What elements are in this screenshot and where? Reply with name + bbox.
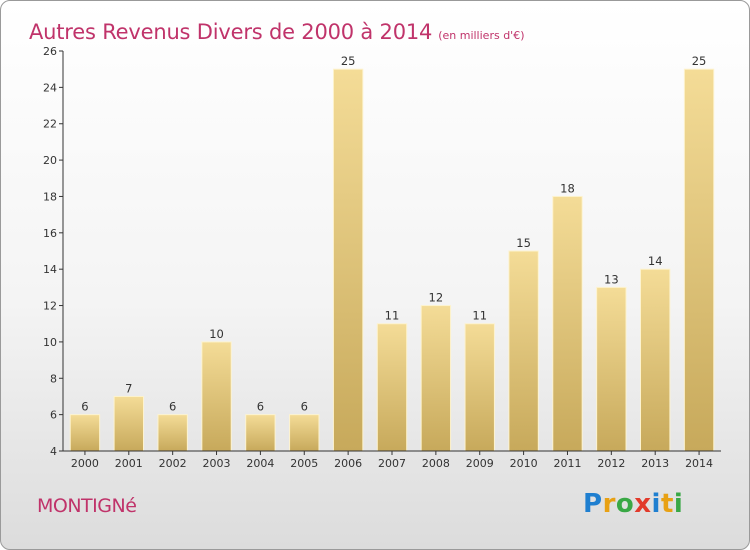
bar-value-label: 12 [429, 291, 444, 305]
bar-value-label: 6 [81, 400, 88, 414]
bars [70, 69, 714, 451]
bar [597, 287, 626, 451]
bar-value-label: 6 [257, 400, 264, 414]
bar-value-label: 13 [604, 272, 619, 286]
x-tick-label: 2012 [597, 457, 625, 470]
x-tick-label: 2008 [422, 457, 450, 470]
y-tick-label: 12 [43, 300, 57, 313]
logo-letter: i [674, 489, 683, 519]
bar [246, 415, 275, 451]
x-tick-label: 2013 [641, 457, 669, 470]
bar-value-label: 25 [692, 54, 707, 68]
logo-letter: o [616, 489, 634, 519]
bar-value-label: 7 [125, 381, 132, 395]
bar [202, 342, 231, 451]
y-tick-label: 14 [43, 263, 57, 276]
x-tick-label: 2010 [510, 457, 538, 470]
bar-value-label: 25 [341, 54, 356, 68]
x-tick-label: 2006 [334, 457, 362, 470]
y-tick-label: 16 [43, 227, 57, 240]
bar [465, 324, 494, 451]
proxiti-logo: Proxiti [583, 489, 683, 519]
y-tick-label: 20 [43, 154, 57, 167]
y-tick-label: 22 [43, 118, 57, 131]
bar-value-label: 11 [472, 309, 487, 323]
bar [70, 415, 99, 451]
x-tick-label: 2005 [290, 457, 318, 470]
x-axis-ticks: 2000 2001 2002 2003 2004 2005 2006 2007 2008 2009… [71, 451, 713, 470]
y-tick-label: 6 [50, 409, 57, 422]
x-tick-label: 2000 [71, 457, 99, 470]
bar-value-label: 6 [301, 400, 308, 414]
logo-letter: r [603, 489, 616, 519]
logo-letter: x [634, 489, 651, 519]
y-axis-ticks: 4 6 8 10 12 14 16 18 20 22 24 26 [43, 45, 63, 458]
bar [114, 396, 143, 451]
bar-value-label: 18 [560, 181, 575, 195]
bar [641, 269, 670, 451]
y-tick-label: 10 [43, 336, 57, 349]
bar [684, 69, 713, 451]
y-tick-label: 18 [43, 190, 57, 203]
x-tick-label: 2014 [685, 457, 713, 470]
y-tick-label: 4 [50, 445, 57, 458]
place-name: MONTIGNé [37, 495, 136, 517]
x-tick-label: 2011 [553, 457, 581, 470]
x-tick-label: 2009 [466, 457, 494, 470]
x-tick-label: 2007 [378, 457, 406, 470]
x-tick-label: 2003 [203, 457, 231, 470]
bar [421, 306, 450, 451]
y-tick-label: 24 [43, 81, 57, 94]
bar-value-label: 11 [385, 309, 400, 323]
bar-value-label: 15 [516, 236, 531, 250]
bar [290, 415, 319, 451]
logo-letter: i [652, 489, 661, 519]
bar [333, 69, 362, 451]
x-tick-label: 2004 [246, 457, 274, 470]
logo-letter: P [583, 489, 603, 519]
y-tick-label: 26 [43, 45, 57, 58]
y-tick-label: 8 [50, 372, 57, 385]
logo-letter: t [661, 489, 674, 519]
bar [377, 324, 406, 451]
x-tick-label: 2001 [115, 457, 143, 470]
bar-value-label: 14 [648, 254, 663, 268]
bar [509, 251, 538, 451]
bar [158, 415, 187, 451]
x-tick-label: 2002 [159, 457, 187, 470]
bar-value-label: 10 [209, 327, 224, 341]
bar-value-label: 6 [169, 400, 176, 414]
bar [553, 196, 582, 451]
